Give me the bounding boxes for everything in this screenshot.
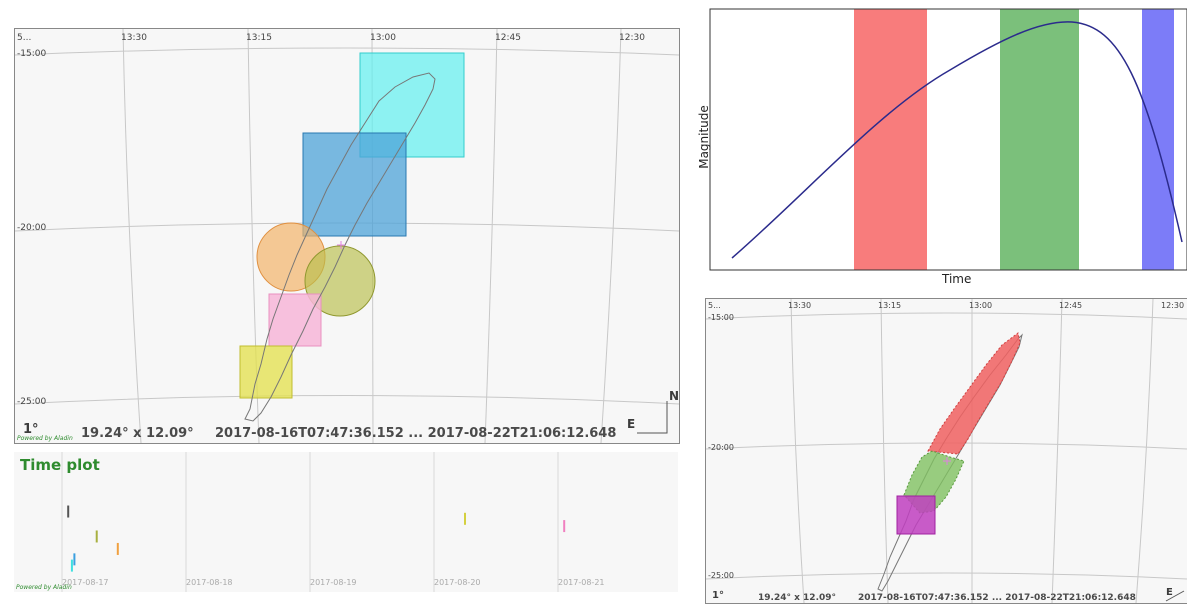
date-tick: 2017-08-20 <box>434 578 481 587</box>
ra-tick: 13:00 <box>370 33 396 43</box>
compass-n-label: N <box>669 389 680 403</box>
compass <box>637 401 668 434</box>
fov-label: 19.24° x 12.09° <box>81 426 194 441</box>
dec-tick: -25:00 <box>708 571 734 580</box>
light-curve-panel: Time Magnitude <box>696 0 1187 290</box>
ra-grid-line <box>600 29 622 443</box>
band-red <box>854 9 927 270</box>
ra-tick: 12:45 <box>495 33 521 43</box>
corner-tick: 5... <box>17 33 32 43</box>
sky-view-main[interactable]: 5... 13:30 13:15 13:00 12:45 12:30 -15:0… <box>14 28 680 444</box>
ra-tick: 12:30 <box>1161 301 1185 310</box>
dec-tick: -15:00 <box>708 313 734 322</box>
ra-grid-line <box>1135 299 1154 603</box>
ra-tick: 13:30 <box>121 33 147 43</box>
footprint-blue <box>302 132 407 237</box>
center-marker <box>337 241 345 249</box>
dec-grid-line <box>706 572 1187 580</box>
light-curve-line <box>731 21 1183 259</box>
ra-tick: 13:30 <box>788 301 812 310</box>
scale-label: 1° <box>23 422 39 437</box>
ra-grid-line <box>484 29 498 443</box>
dec-tick: -15:00 <box>17 49 47 59</box>
sky-view-small[interactable]: 5... 13:30 13:15 13:00 12:45 12:30 -15:0… <box>705 298 1187 604</box>
date-tick: 2017-08-18 <box>186 578 233 587</box>
scale-label: 1° <box>712 590 724 601</box>
ra-grid-line <box>880 299 889 603</box>
footprint-olive <box>304 245 376 317</box>
band-blue <box>1142 9 1174 270</box>
time-plot-canvas[interactable] <box>14 452 678 592</box>
y-axis-label: Magnitude <box>696 105 711 169</box>
sky-map-canvas-small[interactable] <box>706 299 1187 603</box>
ra-grid-line <box>1051 299 1063 603</box>
compass-e-label: E <box>627 417 636 431</box>
ra-tick: 13:15 <box>246 33 272 43</box>
date-tick: 2017-08-17 <box>62 578 109 587</box>
footprint-yellow <box>239 345 293 399</box>
date-tick: 2017-08-19 <box>310 578 357 587</box>
ra-tick: 12:45 <box>1059 301 1083 310</box>
sky-map-canvas[interactable] <box>15 29 679 443</box>
time-plot-title: Time plot <box>20 456 100 474</box>
dec-tick: -25:00 <box>17 397 47 407</box>
band-green <box>1000 9 1079 270</box>
ra-grid-line <box>122 29 142 443</box>
time-range-label: 2017-08-16T07:47:36.152 ... 2017-08-22T2… <box>858 593 1136 603</box>
powered-by-aladin[interactable]: Powered by Aladin <box>16 584 72 591</box>
x-axis-label: Time <box>942 272 972 286</box>
fov-label: 19.24° x 12.09° <box>758 593 837 603</box>
region-red <box>927 332 1021 455</box>
footprint-pink <box>268 293 322 347</box>
powered-by-aladin[interactable]: Powered by Aladin <box>17 435 73 442</box>
dec-tick: -20:00 <box>708 443 734 452</box>
skymap-contour <box>244 72 436 422</box>
compass-e-label: E <box>1166 587 1173 598</box>
date-tick: 2017-08-21 <box>558 578 605 587</box>
dec-grid-line <box>15 47 679 56</box>
dec-grid-line <box>15 395 679 405</box>
compass <box>1165 590 1185 602</box>
region-magenta <box>896 495 936 535</box>
corner-tick: 5... <box>708 301 721 310</box>
time-range-label: 2017-08-16T07:47:36.152 ... 2017-08-22T2… <box>215 426 617 441</box>
dec-tick: -20:00 <box>17 223 47 233</box>
dec-grid-line <box>706 312 1187 320</box>
time-plot-panel[interactable]: Time plot 2017-08-17 2017-08-18 2017-08-… <box>14 452 678 592</box>
ra-grid-line <box>790 299 805 603</box>
ra-tick: 12:30 <box>619 33 645 43</box>
ra-tick: 13:15 <box>878 301 902 310</box>
light-curve-canvas <box>709 8 1187 271</box>
plot-frame <box>709 8 1187 271</box>
ra-tick: 13:00 <box>969 301 993 310</box>
center-marker <box>943 457 951 465</box>
